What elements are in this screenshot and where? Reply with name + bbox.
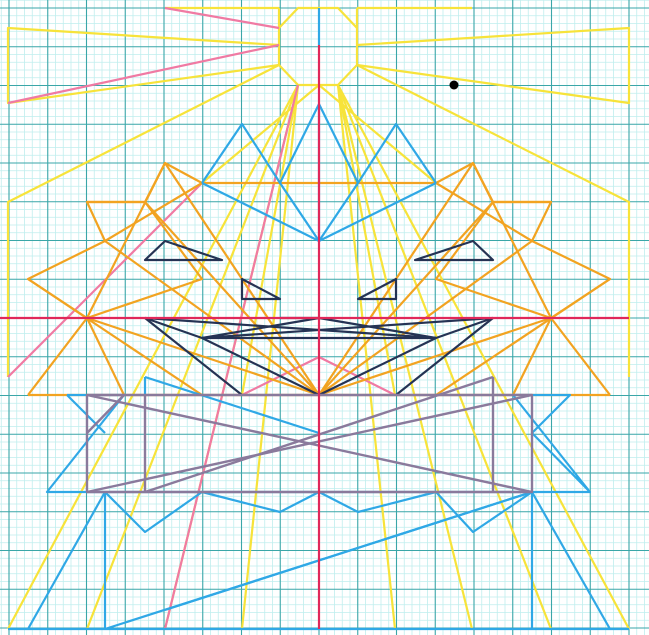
yellow-ray <box>336 84 397 396</box>
blue-ear-line <box>318 182 437 242</box>
orange-left-lattice <box>86 200 204 320</box>
orange-spoke <box>512 317 552 396</box>
yellow-ray <box>337 84 630 630</box>
point-marker[interactable] <box>449 80 459 90</box>
orange-spoke <box>435 182 533 242</box>
orange-right-lattice <box>434 200 552 320</box>
purple-figure <box>85 375 534 494</box>
yellow-ray <box>201 84 320 184</box>
blue-leg-cross <box>164 490 533 612</box>
orange-spoke <box>104 182 203 242</box>
navy-mouth-line <box>144 317 243 396</box>
navy-right-cheek <box>356 277 398 301</box>
axis-lines <box>0 8 629 629</box>
blue-ear-line <box>201 182 320 242</box>
yellow-ray <box>318 84 437 184</box>
orange-spoke <box>86 162 166 319</box>
yellow-ray <box>336 84 474 630</box>
blue-body-outline <box>45 393 592 494</box>
navy-mouth-line <box>201 337 320 396</box>
purple-cross <box>86 394 125 434</box>
purple-cross <box>86 393 533 494</box>
navy-left-eye <box>143 239 224 262</box>
blue-leg <box>27 491 106 630</box>
orange-spoke <box>86 316 320 397</box>
navy-mouth-line <box>318 337 437 396</box>
orange-spoke <box>86 317 125 396</box>
navy-left-cheek <box>240 277 282 301</box>
orange-spoke <box>435 278 611 396</box>
orange-spoke <box>27 278 203 396</box>
yellow-ray <box>240 84 300 630</box>
yellow-ray <box>240 84 300 396</box>
yellow-left-banner <box>6 26 280 105</box>
navy-mouth-line <box>201 316 494 340</box>
navy-mouth-line <box>144 316 437 340</box>
orange-spoke <box>472 162 552 319</box>
yellow-figure <box>6 6 631 630</box>
orange-spoke <box>318 201 494 396</box>
pink-line <box>7 43 280 105</box>
blue-leg <box>531 491 611 630</box>
orange-spoke <box>144 201 320 396</box>
navy-mouth-line <box>395 317 494 396</box>
orange-spoke <box>318 316 552 397</box>
navy-right-eye <box>413 239 495 262</box>
pink-line <box>164 6 280 30</box>
blue-body-cross <box>144 375 320 435</box>
yellow-ray <box>7 84 299 630</box>
yellow-right-banner <box>356 26 631 105</box>
blue-spike <box>318 103 359 184</box>
